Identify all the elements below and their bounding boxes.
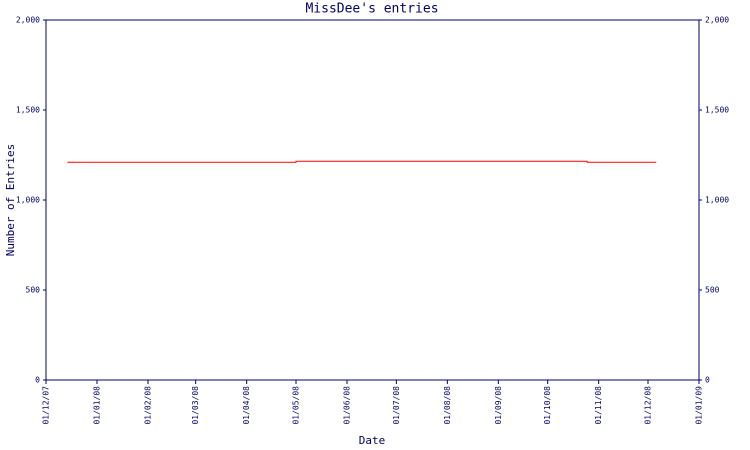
y2-tick-label: 500 (705, 286, 720, 295)
x-tick-label: 01/03/08 (191, 386, 200, 425)
y-tick-label: 500 (26, 286, 41, 295)
y2-tick-label: 1,500 (705, 106, 729, 115)
y-tick-label: 2,000 (16, 16, 40, 25)
x-tick-label: 01/01/09 (695, 386, 704, 425)
plot-frame (45, 19, 700, 381)
x-tick-label: 01/06/08 (343, 386, 352, 425)
x-tick-label: 01/12/07 (42, 386, 51, 425)
y2-tick-label: 1,000 (705, 196, 729, 205)
x-tick-label: 01/12/08 (644, 386, 653, 425)
x-tick-label: 01/07/08 (392, 386, 401, 425)
chart-title: MissDee's entries (305, 2, 438, 17)
y2-tick-label: 2,000 (705, 16, 729, 25)
x-tick-label: 01/05/08 (292, 386, 301, 425)
x-tick-label: 01/01/08 (92, 386, 101, 425)
y-tick-label: 1,000 (16, 196, 40, 205)
x-tick-label: 01/02/08 (143, 386, 152, 425)
y-tick-label: 1,500 (16, 106, 40, 115)
series-line (67, 160, 657, 163)
x-tick-label: 01/10/08 (543, 386, 552, 425)
x-tick-label: 01/11/08 (594, 386, 603, 425)
y-tick-label: 0 (35, 376, 40, 385)
x-axis-label: Date (359, 434, 386, 447)
x-tick-label: 01/09/08 (494, 386, 503, 425)
x-tick-label: 01/08/08 (443, 386, 452, 425)
x-tick-label: 01/04/08 (242, 386, 251, 425)
y2-tick-label: 0 (705, 376, 710, 385)
y-axis-label: Number of Entries (4, 144, 17, 257)
